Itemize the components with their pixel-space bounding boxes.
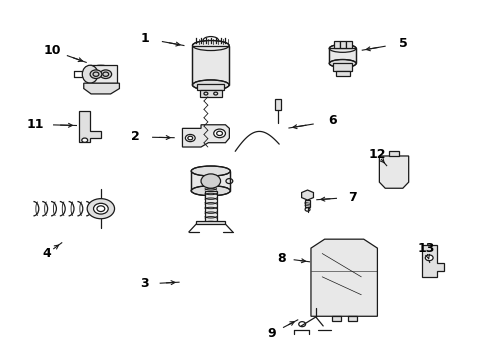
Text: 3: 3 — [141, 278, 149, 291]
Bar — [193, 45, 229, 85]
Bar — [348, 316, 357, 321]
Bar — [205, 191, 217, 223]
Bar — [345, 41, 351, 48]
Ellipse shape — [191, 186, 230, 196]
Text: 2: 2 — [131, 130, 140, 144]
Bar — [305, 200, 311, 207]
Bar — [329, 48, 356, 63]
Bar — [333, 63, 352, 71]
Circle shape — [90, 70, 102, 78]
Bar — [334, 41, 340, 48]
Circle shape — [185, 134, 195, 141]
Polygon shape — [302, 190, 314, 200]
Bar — [332, 316, 341, 321]
Bar — [197, 84, 224, 90]
Text: 9: 9 — [268, 327, 276, 340]
Polygon shape — [182, 125, 229, 147]
Polygon shape — [379, 156, 409, 188]
Text: 4: 4 — [43, 247, 51, 260]
Circle shape — [87, 199, 115, 219]
Ellipse shape — [193, 41, 229, 50]
Ellipse shape — [191, 166, 230, 176]
Bar — [340, 41, 345, 48]
Polygon shape — [79, 111, 101, 142]
Bar — [200, 90, 221, 97]
Ellipse shape — [329, 44, 356, 52]
Bar — [90, 65, 117, 83]
Circle shape — [425, 255, 433, 261]
Ellipse shape — [193, 80, 229, 90]
Text: 13: 13 — [417, 242, 435, 255]
Circle shape — [214, 129, 225, 138]
Bar — [191, 171, 230, 191]
Bar — [389, 150, 399, 156]
Text: 11: 11 — [26, 118, 44, 131]
Text: 6: 6 — [329, 114, 337, 127]
Circle shape — [82, 138, 88, 142]
Polygon shape — [311, 239, 377, 316]
Text: 5: 5 — [399, 36, 408, 50]
Circle shape — [100, 70, 112, 78]
Polygon shape — [422, 245, 444, 277]
Text: 7: 7 — [348, 191, 357, 204]
Text: 10: 10 — [43, 44, 61, 57]
Bar — [196, 221, 225, 224]
Circle shape — [201, 174, 220, 188]
Text: 1: 1 — [141, 32, 149, 45]
Bar — [336, 71, 349, 76]
Text: 8: 8 — [277, 252, 286, 265]
Ellipse shape — [82, 65, 98, 83]
Circle shape — [94, 203, 108, 214]
Text: 12: 12 — [368, 148, 386, 161]
Ellipse shape — [329, 59, 356, 67]
Ellipse shape — [86, 65, 116, 83]
Polygon shape — [84, 83, 120, 94]
Bar — [275, 99, 281, 110]
